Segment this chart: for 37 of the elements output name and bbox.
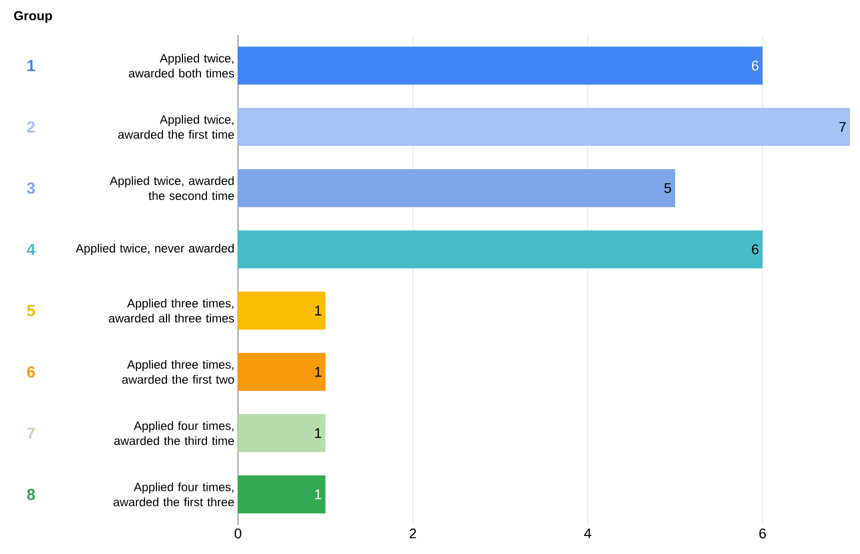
text: 5 <box>27 305 36 316</box>
bar <box>238 230 763 268</box>
y-tick-label: Applied twice, awarded the second time <box>110 176 234 200</box>
text: 6 <box>27 366 35 378</box>
y-tick-label: Applied twice, never awarded <box>76 244 234 255</box>
x-tick-label: 6 <box>759 528 766 538</box>
bar <box>238 352 326 391</box>
x-tick-label: 2 <box>410 528 416 538</box>
data-label: 1 <box>315 490 322 500</box>
text: 4 <box>26 244 36 255</box>
bar <box>238 475 326 514</box>
data-label: 6 <box>752 244 758 254</box>
text: 2 <box>27 121 35 132</box>
x-tick-label: 4 <box>584 528 592 538</box>
text: 8 <box>27 488 35 500</box>
y-tick-label: Applied three times, awarded the first two <box>122 360 234 384</box>
text: 3 <box>26 182 35 194</box>
bar <box>238 414 326 452</box>
data-label: 1 <box>315 306 322 316</box>
y-tick-label: Applied twice, awarded both times <box>128 54 234 78</box>
bar <box>238 46 763 85</box>
text: 1 <box>28 60 36 72</box>
bar <box>238 292 326 330</box>
bar <box>238 169 676 208</box>
bar <box>238 108 850 146</box>
data-label: 7 <box>839 122 846 132</box>
data-label: 6 <box>752 60 758 71</box>
y-tick-label: Applied four times, awarded the third time <box>114 421 234 446</box>
y-tick-label: Applied three times, awarded all three times <box>108 298 234 323</box>
data-label: 5 <box>664 183 672 194</box>
text: 7 <box>27 428 35 439</box>
data-label: 1 <box>315 428 322 438</box>
y-tick-label: Applied four times, awarded the first three <box>114 482 234 506</box>
x-tick-label: 0 <box>234 528 242 538</box>
y-tick-label: Applied twice, awarded the first time <box>118 114 234 139</box>
data-label: 1 <box>315 367 322 377</box>
text: Group <box>14 11 52 23</box>
